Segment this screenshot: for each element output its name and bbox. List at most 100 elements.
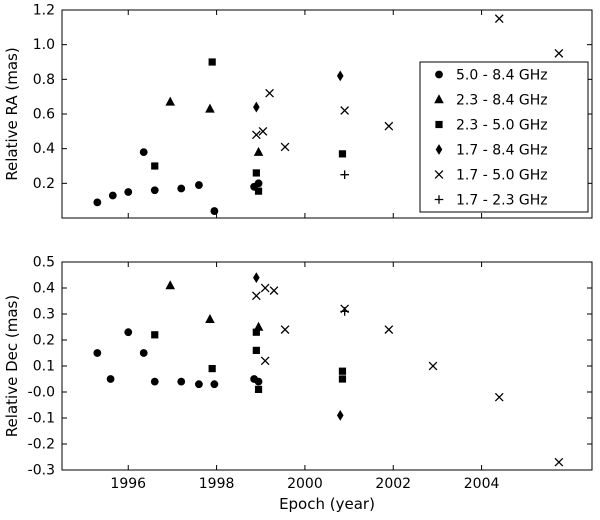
y-tick-label: 0.6: [33, 107, 55, 123]
legend-entry-label: 2.3 - 5.0 GHz: [456, 118, 548, 134]
data-point-circle-marker: [93, 198, 102, 207]
data-point-triangle-marker: [253, 321, 264, 331]
data-point-circle-marker: [124, 188, 133, 196]
data-point-x-marker: [280, 325, 290, 334]
data-point-x-marker: [554, 48, 564, 58]
y-axis-label-bottom: Relative Dec (mas): [3, 295, 21, 437]
data-point-plus-marker: [340, 170, 349, 179]
series-diamond: [253, 272, 344, 421]
data-point-circle-marker: [106, 375, 115, 383]
y-tick-label: 0.2: [33, 333, 55, 349]
y-tick-label: 0.4: [33, 141, 55, 157]
series-triangle: [165, 96, 264, 156]
legend-entry-label: 1.7 - 8.4 GHz: [456, 143, 548, 159]
data-point-triangle-marker: [205, 103, 215, 113]
data-point-x-marker: [260, 356, 270, 366]
x-axis-label: Epoch (year): [279, 495, 375, 513]
series-square: [151, 58, 347, 195]
legend-diamond-marker: [435, 144, 443, 155]
legend: 5.0 - 8.4 GHz 2.3 - 8.4 GHz 2.3 - 5.0 GHz 1…: [419, 61, 589, 213]
data-point-circle-marker: [195, 380, 203, 389]
x-tick-label: 1998: [199, 476, 235, 492]
data-point-triangle-marker: [165, 280, 176, 290]
data-point-x-marker: [258, 126, 268, 136]
data-point-x-marker: [554, 457, 564, 467]
series-x: [251, 14, 564, 152]
series-x: [251, 283, 564, 467]
y-tick-label: -0.0: [28, 385, 55, 401]
x-tick-label: 2000: [287, 476, 323, 492]
data-point-circle-marker: [254, 377, 263, 386]
data-point-square-marker: [254, 187, 263, 195]
data-point-diamond-marker: [253, 101, 260, 113]
data-point-circle-marker: [254, 179, 263, 188]
data-point-circle-marker: [177, 377, 186, 386]
series-triangle: [165, 280, 264, 331]
data-point-square-marker: [254, 385, 263, 393]
legend-circle-marker: [435, 70, 443, 79]
data-point-circle-marker: [150, 377, 159, 386]
data-point-x-marker: [269, 286, 279, 295]
data-point-x-marker: [280, 142, 290, 152]
y-tick-label: 1.2: [33, 3, 55, 19]
x-tick-label: 2004: [464, 476, 500, 492]
y-tick-label: 0.3: [33, 307, 55, 323]
data-point-x-marker: [494, 392, 504, 402]
data-point-x-marker: [494, 14, 504, 24]
legend-triangle-marker: [434, 94, 444, 104]
data-point-square-marker: [208, 58, 216, 66]
data-point-triangle-marker: [253, 146, 264, 156]
chart-generated: 0.2 0.4 0.6 0.8 1.0 1.2 1996 1998 2000 2002 2004 0.…: [28, 3, 593, 492]
data-point-square-marker: [338, 375, 347, 383]
y-tick-label: -0.1: [28, 411, 55, 427]
legend-plus-marker: [434, 195, 444, 204]
series-plus: [340, 170, 349, 179]
data-point-x-marker: [384, 325, 394, 334]
data-point-circle-marker: [139, 148, 148, 157]
series-diamond: [253, 70, 344, 113]
y-tick-label: 0.5: [33, 255, 55, 271]
data-point-circle-marker: [210, 207, 219, 215]
data-point-diamond-marker: [336, 70, 344, 82]
y-axis-label-top: Relative RA (mas): [3, 47, 21, 180]
data-point-x-marker: [265, 88, 274, 98]
data-point-plus-marker: [340, 307, 349, 316]
data-point-x-marker: [384, 121, 394, 131]
axes-frame: [61, 261, 593, 471]
data-point-triangle-marker: [165, 96, 176, 106]
data-point-circle-marker: [93, 349, 102, 357]
subplot-relative-dec: 1996 1998 2000 2002 2004 0.5 0.4 0.3 0.2 0.1 -0.0 -…: [28, 255, 593, 492]
data-point-square-marker: [252, 346, 260, 354]
series-square: [151, 328, 347, 393]
y-tick-label: 0.2: [33, 176, 55, 192]
legend-entry-label: 2.3 - 8.4 GHz: [456, 93, 548, 109]
data-point-x-marker: [251, 130, 261, 140]
data-point-square-marker: [252, 328, 260, 336]
y-tick-label: 0.8: [33, 72, 55, 88]
data-point-diamond-marker: [253, 272, 260, 283]
y-tick-label: -0.3: [28, 463, 55, 479]
data-point-square-marker: [151, 162, 159, 170]
x-tick-label: 2002: [375, 476, 411, 492]
y-tick-label: -0.2: [28, 437, 55, 453]
legend-box: [419, 61, 589, 213]
data-point-square-marker: [252, 169, 260, 177]
y-tick-label: 0.4: [33, 281, 55, 297]
data-point-square-marker: [338, 367, 347, 375]
data-point-circle-marker: [124, 328, 133, 337]
data-point-circle-marker: [108, 191, 117, 200]
legend-x-marker: [434, 170, 444, 179]
y-tick-label: 1.0: [33, 37, 55, 53]
data-point-circle-marker: [195, 181, 203, 189]
data-point-square-marker: [208, 365, 216, 373]
legend-entry-label: 5.0 - 8.4 GHz: [456, 68, 548, 84]
legend-entry-label: 1.7 - 2.3 GHz: [456, 193, 548, 209]
data-point-circle-marker: [139, 349, 148, 357]
subplot-relative-ra: 0.2 0.4 0.6 0.8 1.0 1.2: [33, 3, 593, 219]
data-point-x-marker: [260, 283, 270, 293]
data-point-x-marker: [340, 106, 350, 115]
legend-square-marker: [435, 120, 443, 129]
data-point-square-marker: [151, 331, 159, 339]
series-circle: [93, 328, 263, 389]
